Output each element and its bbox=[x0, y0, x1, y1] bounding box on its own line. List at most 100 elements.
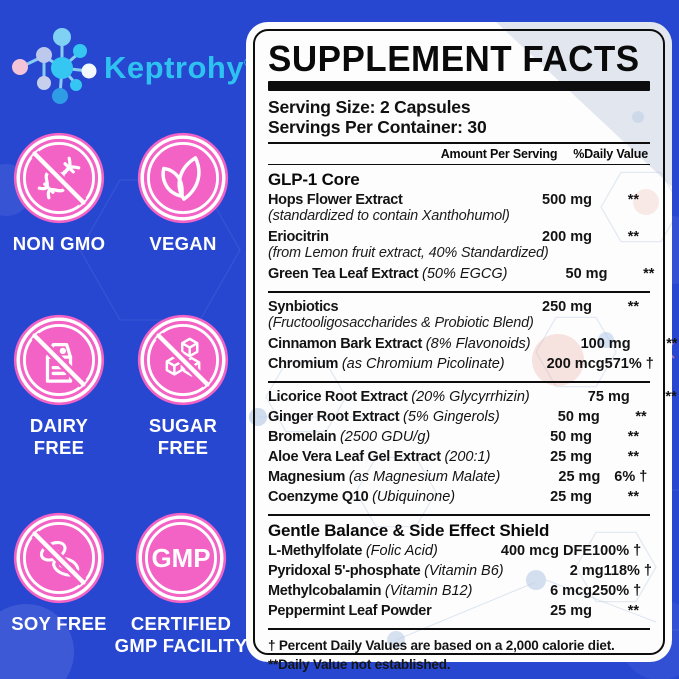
ingredient-note: (8% Flavonoids) bbox=[425, 336, 531, 352]
ingredient-note: (5% Gingerols) bbox=[403, 409, 500, 425]
brand-name: Keptrohy® bbox=[104, 52, 253, 83]
column-headers: Amount Per Serving %Daily Value bbox=[268, 144, 650, 164]
ingredient-note: (50% EGCG) bbox=[422, 266, 508, 282]
gmp-seal-icon: GMP bbox=[135, 512, 227, 604]
ingredient-row: Coenzyme Q10 (Ubiquinone) 25 mg ** bbox=[268, 487, 650, 507]
badge-label: CERTIFIED GMP FACILITY bbox=[114, 613, 248, 656]
panel-title: SUPPLEMENT FACTS bbox=[268, 38, 640, 80]
ingredient-amount: 50 mg bbox=[550, 429, 592, 445]
footnote-not-established: **Daily Value not established. bbox=[268, 657, 451, 672]
badge-non-gmo: NON GMO bbox=[0, 130, 121, 255]
ingredient-name: Synbiotics bbox=[268, 299, 339, 315]
badge-dairy-free: DAIRY FREE bbox=[0, 312, 121, 459]
ingredient-subtext: (Fructooligosaccharides & Probiotic Blen… bbox=[268, 315, 534, 331]
footnotes: † Percent Daily Values are based on a 2,… bbox=[268, 630, 650, 674]
ingredient-name: Chromium bbox=[268, 356, 339, 372]
badge-soy-free: SOY FREE bbox=[0, 510, 121, 635]
ingredient-name: Hops Flower Extract bbox=[268, 192, 403, 208]
ingredient-row: Aloe Vera Leaf Gel Extract (200:1) 25 mg… bbox=[268, 447, 650, 467]
ingredient-row: Synbiotics 250 mg ** bbox=[268, 297, 650, 317]
ingredient-daily-value: ** bbox=[627, 192, 639, 208]
ingredient-daily-value: 118% † bbox=[603, 563, 652, 579]
facts-section-gentle-balance-side-effect-shield: Gentle Balance & Side Effect Shield L-Met… bbox=[268, 516, 652, 630]
ingredient-row: Hops Flower Extract 500 mg ** bbox=[268, 190, 650, 210]
leaf-icon bbox=[137, 132, 229, 224]
ingredient-daily-value: ** bbox=[627, 429, 639, 445]
ingredient-row: Methylcobalamin (Vitamin B12) 6 mcg 250%… bbox=[268, 581, 650, 601]
ingredient-daily-value: ** bbox=[627, 489, 639, 505]
ingredient-daily-value: ** bbox=[627, 299, 639, 315]
facts-section-glp-1-core: GLP-1 Core Hops Flower Extract 500 mg **(… bbox=[268, 165, 654, 293]
ingredient-name: L-Methylfolate bbox=[268, 543, 363, 559]
ingredient-subtext: (standardized to contain Xanthohumol) bbox=[268, 208, 510, 224]
ingredient-daily-value: ** bbox=[665, 389, 677, 405]
ingredient-name: Pyridoxal 5'-phosphate bbox=[268, 563, 421, 579]
ingredient-row: Licorice Root Extract (20% Glycyrrhizin)… bbox=[268, 387, 677, 407]
ingredient-name: Ginger Root Extract bbox=[268, 409, 400, 425]
ingredient-name: Bromelain bbox=[268, 429, 337, 445]
molecule-icon bbox=[12, 28, 97, 104]
ingredient-daily-value: ** bbox=[627, 449, 639, 465]
badge-certified-gmp-facility: GMP CERTIFIED GMP FACILITY bbox=[115, 510, 247, 657]
ingredient-name: Cinnamon Bark Extract bbox=[268, 336, 423, 352]
milk-carton-slash-icon bbox=[13, 314, 105, 406]
ingredient-row: Peppermint Leaf Powder 25 mg ** bbox=[268, 601, 650, 621]
ingredient-amount: 2 mg bbox=[569, 563, 604, 579]
column-header-amount: Amount Per Serving bbox=[440, 147, 558, 161]
ingredient-amount: 200 mg bbox=[542, 229, 592, 245]
ingredient-amount: 250 mg bbox=[542, 299, 592, 315]
footnote-daily-values: † Percent Daily Values are based on a 2,… bbox=[268, 638, 615, 653]
ingredient-amount: 400 mcg DFE bbox=[500, 543, 592, 559]
divider bbox=[268, 164, 650, 165]
serving-size: Serving Size: 2 Capsules bbox=[268, 97, 471, 117]
ingredient-amount: 50 mg bbox=[557, 409, 600, 425]
ingredient-daily-value: 571% † bbox=[604, 356, 654, 372]
ingredient-note: (as Magnesium Malate) bbox=[348, 469, 501, 485]
ingredient-daily-value: ** bbox=[643, 266, 655, 282]
facts-section: Synbiotics 250 mg ** (Fructooligosacchari… bbox=[268, 293, 678, 383]
ingredient-amount: 25 mg bbox=[550, 449, 592, 465]
ingredient-daily-value: 100% † bbox=[592, 543, 642, 559]
badge-label: SUGAR FREE bbox=[148, 415, 218, 458]
ingredient-amount: 25 mg bbox=[550, 489, 592, 505]
facts-section: Licorice Root Extract (20% Glycyrrhizin)… bbox=[268, 383, 677, 516]
facts-box: SUPPLEMENT FACTS Serving Size: 2 Capsule… bbox=[253, 29, 678, 672]
svg-text:GMP: GMP bbox=[151, 545, 210, 573]
badge-label: VEGAN bbox=[149, 233, 217, 254]
badge-label: DAIRY FREE bbox=[29, 415, 89, 458]
ingredient-daily-value: 6% † bbox=[614, 469, 648, 485]
divider bbox=[268, 142, 650, 144]
soy-beans-slash-icon bbox=[13, 512, 105, 604]
ingredient-row: Magnesium (as Magnesium Malate) 25 mg 6%… bbox=[268, 467, 650, 487]
ingredient-amount: 6 mcg bbox=[550, 583, 592, 599]
ingredient-subtext: (from Lemon fruit extract, 40% Standardi… bbox=[268, 245, 549, 261]
ingredient-amount: 25 mg bbox=[558, 469, 601, 485]
ingredient-name: Licorice Root Extract bbox=[268, 389, 408, 405]
ingredient-name: Peppermint Leaf Powder bbox=[268, 603, 432, 619]
ingredient-row: Pyridoxal 5'-phosphate (Vitamin B6) 2 mg… bbox=[268, 561, 652, 581]
ingredient-note: (Folic Acid) bbox=[365, 543, 438, 559]
ingredient-amount: 50 mg bbox=[565, 266, 608, 282]
badge-vegan: VEGAN bbox=[121, 130, 245, 255]
dna-slash-icon bbox=[13, 132, 105, 224]
ingredient-daily-value: ** bbox=[635, 409, 647, 425]
ingredient-amount: 75 mg bbox=[587, 389, 630, 405]
badge-sugar-free: SUGAR FREE bbox=[121, 312, 245, 459]
ingredient-note: (as Chromium Picolinate) bbox=[341, 356, 505, 372]
ingredient-row: Cinnamon Bark Extract (8% Flavonoids) 10… bbox=[268, 334, 678, 354]
badge-label: NON GMO bbox=[12, 233, 106, 254]
badge-label: SOY FREE bbox=[11, 613, 107, 634]
ingredient-note: (Ubiquinone) bbox=[372, 489, 456, 505]
ingredient-name: Eriocitrin bbox=[268, 229, 329, 245]
ingredient-note: (20% Glycyrrhizin) bbox=[411, 389, 530, 405]
ingredient-row: Chromium (as Chromium Picolinate) 200 mc… bbox=[268, 354, 654, 374]
supplement-facts-panel: SUPPLEMENT FACTS Serving Size: 2 Capsule… bbox=[246, 22, 678, 672]
ingredient-name: Magnesium bbox=[268, 469, 346, 485]
ingredient-daily-value: ** bbox=[627, 229, 639, 245]
ingredient-daily-value: 250% † bbox=[592, 583, 642, 599]
ingredient-daily-value: ** bbox=[627, 603, 639, 619]
ingredient-row: Green Tea Leaf Extract (50% EGCG) 50 mg … bbox=[268, 264, 654, 284]
ingredient-note: (2500 GDU/g) bbox=[339, 429, 431, 445]
sugar-cubes-slash-icon bbox=[137, 314, 229, 406]
